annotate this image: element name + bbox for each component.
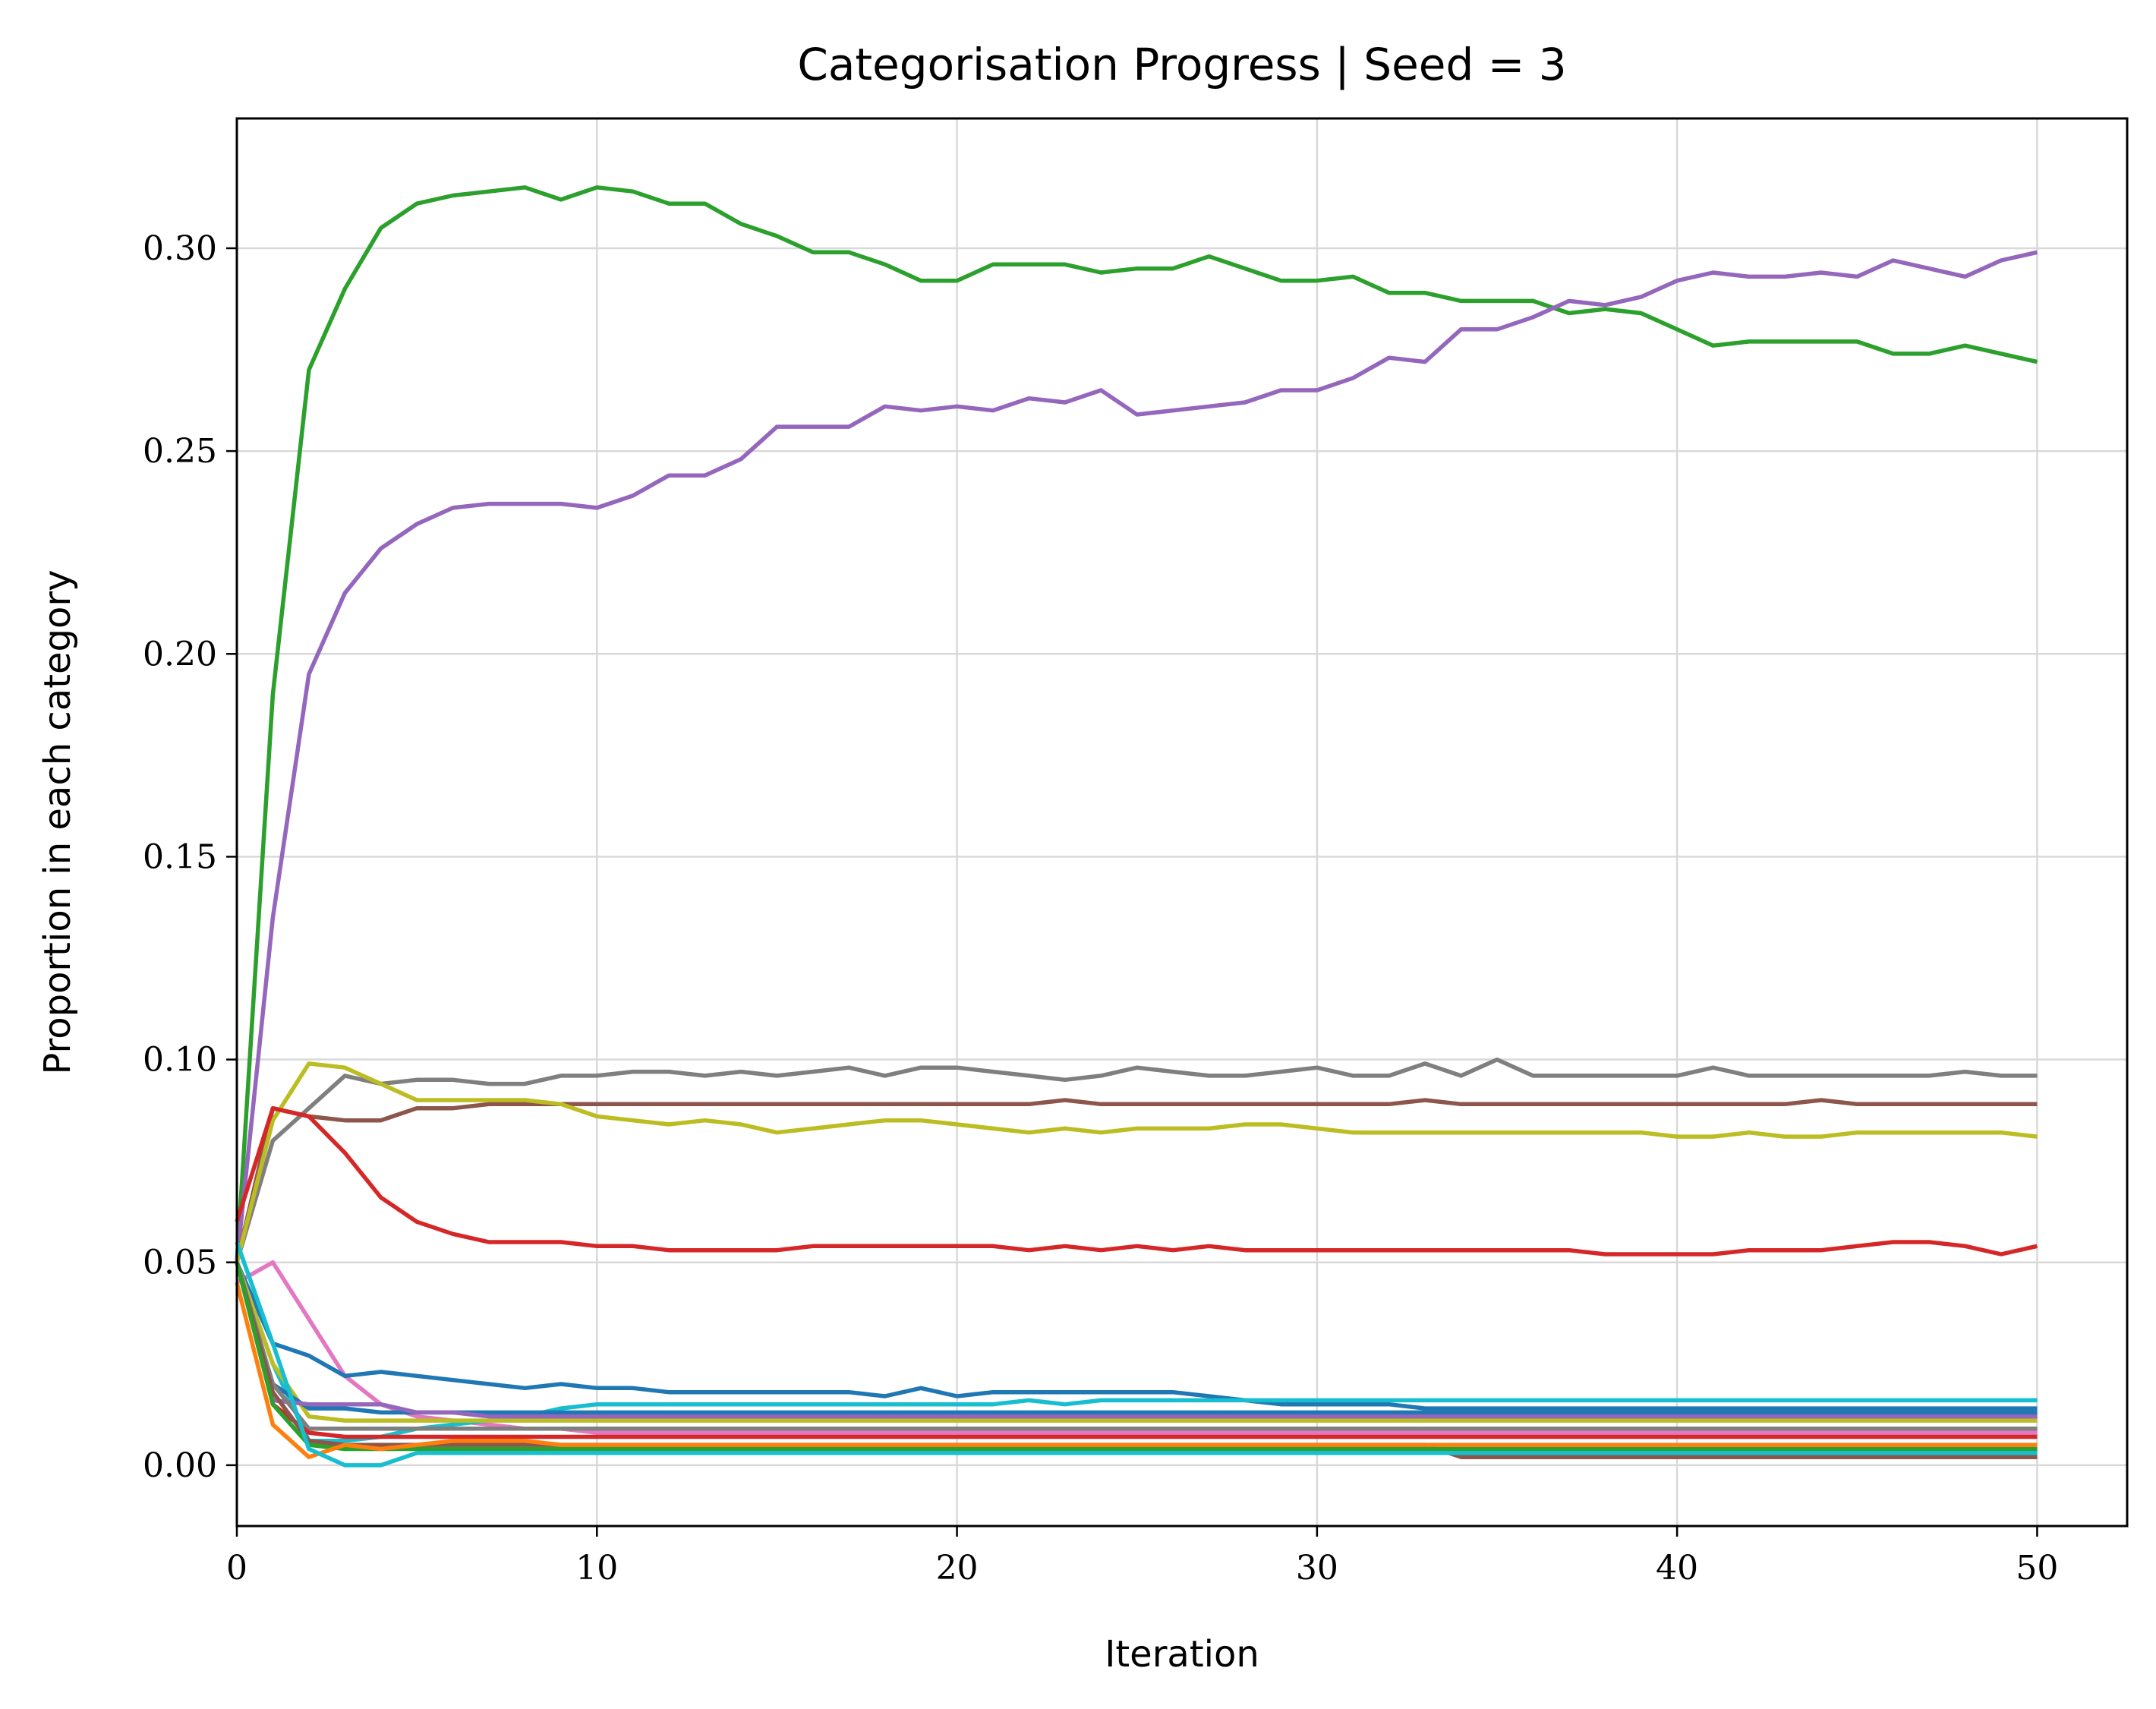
grid-lines (235, 118, 2127, 1526)
y-tick-label: 0.10 (143, 1041, 217, 1080)
series-line-11 (235, 1261, 2038, 1415)
series-line-18 (235, 1241, 2038, 1468)
x-tick-label: 30 (1296, 1549, 1338, 1588)
series-line-4 (235, 1098, 2038, 1263)
series-line-6 (235, 1105, 2038, 1257)
series-line-10 (235, 1261, 2038, 1423)
x-tick-label: 50 (2016, 1549, 2058, 1588)
series-line-13 (235, 1261, 2038, 1431)
axis-ticks: 0 10 20 30 40 50 0.00 0.05 0.10 0.15 0.20 0.25 0.30 (143, 229, 2058, 1588)
x-tick-label: 20 (936, 1549, 979, 1588)
x-axis-label: Iteration (1105, 1633, 1259, 1676)
series-line-12 (235, 1262, 2038, 1419)
x-tick-label: 10 (575, 1549, 618, 1588)
x-tick-label: 40 (1656, 1549, 1698, 1588)
plot-frame (235, 117, 2129, 1528)
y-tick-label: 0.20 (143, 635, 217, 673)
y-tick-label: 0.30 (143, 229, 217, 268)
series-line-5 (235, 1061, 2038, 1263)
series-line-17 (235, 1282, 2038, 1459)
series-line-16 (235, 1262, 2038, 1452)
series-line-8 (235, 1261, 2038, 1411)
y-axis-label: Proportion in each category (36, 569, 79, 1074)
series-line-2 (235, 250, 2038, 1263)
series-line-3 (235, 1057, 2038, 1263)
series-lines (235, 185, 2038, 1468)
series-line-14 (235, 1262, 2038, 1439)
chart-title: Categorisation Progress | Seed = 3 (797, 39, 1566, 90)
series-line-1 (235, 185, 2038, 1263)
y-tick-label: 0.15 (143, 837, 217, 876)
y-tick-label: 0.05 (143, 1244, 217, 1282)
y-tick-label: 0.25 (143, 432, 217, 471)
x-tick-label: 0 (226, 1549, 247, 1588)
y-tick-label: 0.00 (143, 1446, 217, 1485)
